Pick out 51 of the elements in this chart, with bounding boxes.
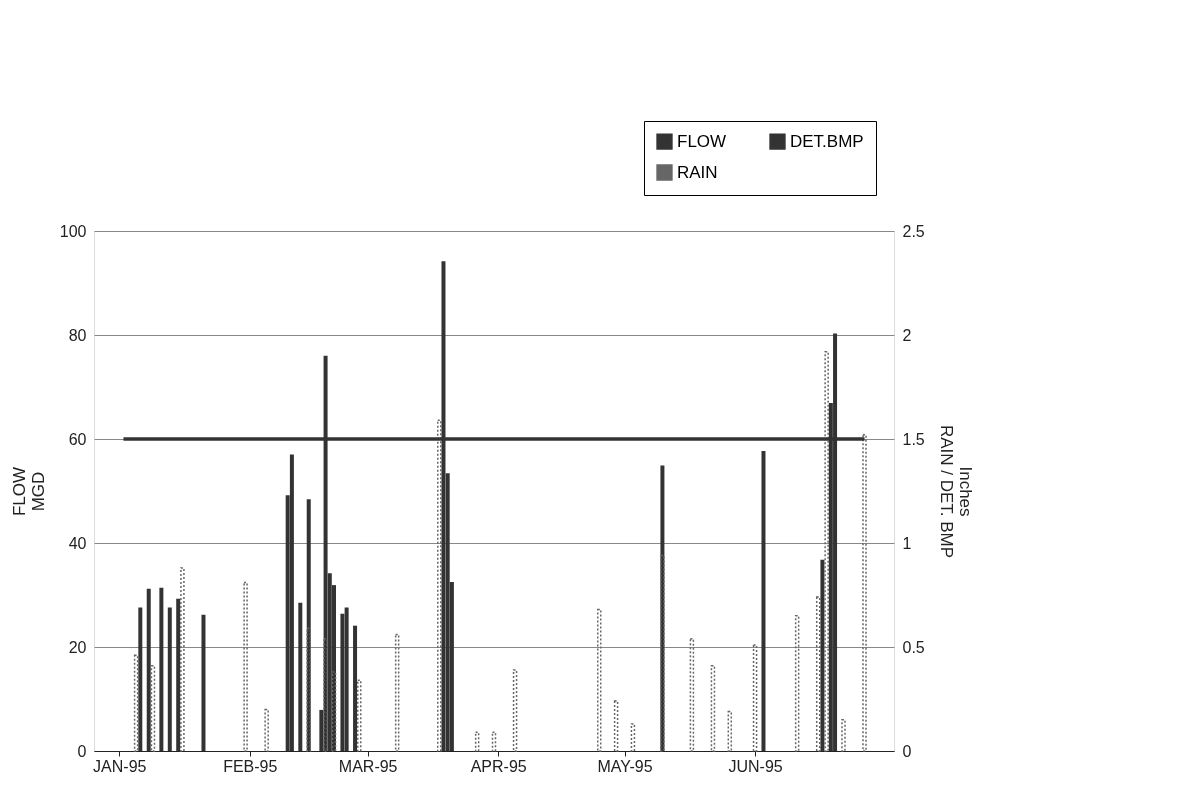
bar bbox=[710, 664, 716, 752]
y-tick-label: 80 bbox=[68, 326, 87, 344]
legend-label: FLOW bbox=[677, 131, 727, 151]
bar bbox=[761, 450, 766, 751]
y-tick-label: 60 bbox=[68, 430, 87, 448]
bar bbox=[243, 581, 248, 752]
x-tick-label: JUN-95 bbox=[728, 757, 783, 775]
y2-tick-label: 1 bbox=[902, 534, 912, 552]
y2-tick-label: 0 bbox=[902, 742, 912, 760]
x-tick-label: MAR-95 bbox=[338, 757, 398, 775]
bar bbox=[841, 719, 846, 752]
bar bbox=[597, 608, 602, 752]
y2-tick-label: 2 bbox=[902, 326, 912, 344]
y2-axis-title: Inches RAIN / DET. BMP bbox=[936, 424, 975, 559]
y-tick-label: 20 bbox=[68, 638, 87, 656]
y2-tick-label: 0.5 bbox=[902, 638, 925, 656]
bar bbox=[264, 708, 269, 752]
bar bbox=[394, 633, 400, 752]
bar bbox=[727, 710, 733, 752]
bar bbox=[201, 614, 206, 751]
y-tick-label: 40 bbox=[68, 534, 87, 552]
bar bbox=[862, 434, 867, 752]
bar bbox=[298, 602, 303, 751]
bar bbox=[167, 607, 172, 751]
bar bbox=[176, 598, 181, 751]
y-tick-label: 0 bbox=[77, 742, 87, 760]
bar bbox=[752, 644, 758, 752]
bar bbox=[491, 731, 497, 752]
bar bbox=[138, 607, 143, 751]
legend-label: RAIN bbox=[677, 162, 718, 182]
bar bbox=[794, 615, 800, 752]
x-tick-label: APR-95 bbox=[470, 757, 527, 775]
legend-label: DET.BMP bbox=[790, 131, 864, 151]
bar bbox=[689, 637, 695, 752]
y-tick-label: 100 bbox=[59, 222, 87, 240]
bar bbox=[820, 559, 825, 751]
x-tick-label: FEB-95 bbox=[223, 757, 278, 775]
bar bbox=[613, 700, 619, 752]
bar bbox=[474, 731, 480, 752]
x-tick-label: MAY-95 bbox=[597, 757, 653, 775]
x-tick-label: JAN-95 bbox=[93, 757, 147, 775]
bar bbox=[353, 625, 358, 751]
bar bbox=[159, 587, 164, 751]
bar bbox=[146, 588, 151, 751]
bar bbox=[630, 723, 636, 752]
bar bbox=[512, 669, 518, 752]
y2-tick-label: 1.5 bbox=[902, 430, 925, 448]
bar bbox=[289, 454, 294, 751]
y-axis-title: FLOW MGD bbox=[9, 466, 48, 517]
y2-tick-label: 2.5 bbox=[902, 222, 925, 240]
bar bbox=[344, 607, 349, 751]
